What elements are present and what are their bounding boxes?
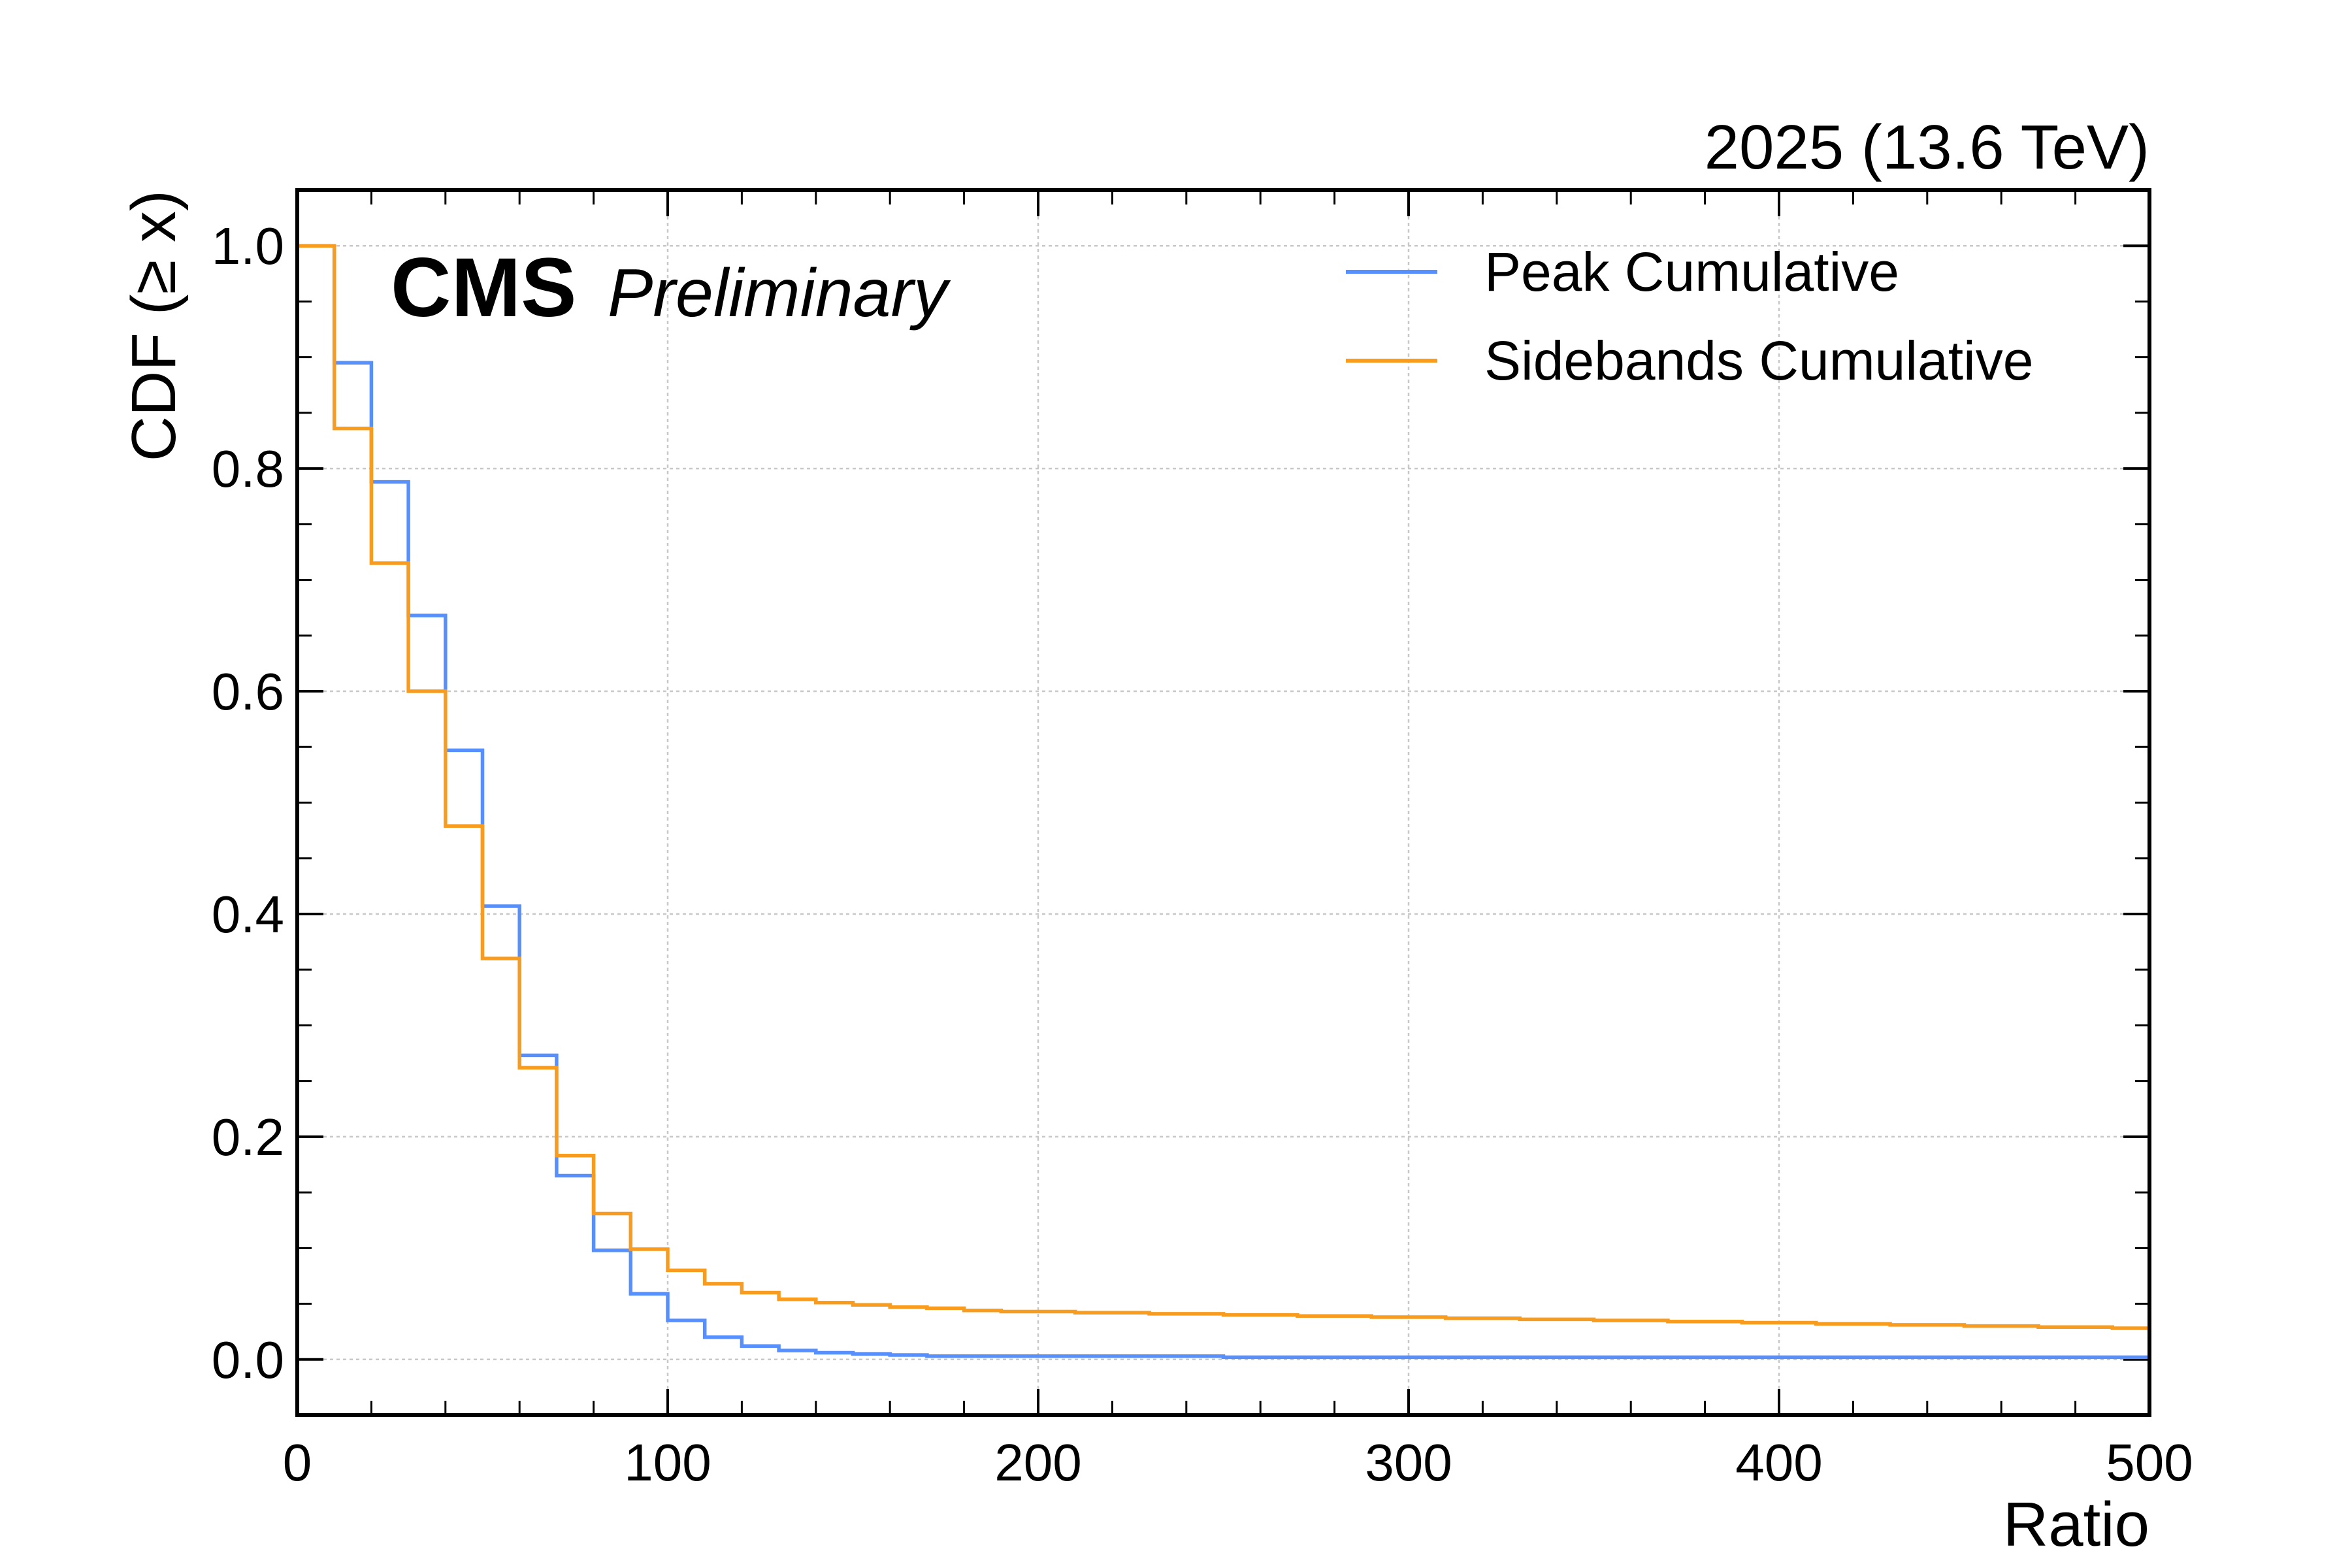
y-tick-label: 0.4 (212, 885, 284, 943)
lumi-label: 2025 (13.6 TeV) (1705, 112, 2149, 182)
x-tick-label: 500 (2106, 1433, 2193, 1492)
series-line-sidebands (297, 244, 2149, 1330)
plot-frame (295, 188, 2151, 1417)
x-tick-label: 100 (624, 1433, 711, 1492)
x-tick-label: 200 (994, 1433, 1081, 1492)
status-label: Preliminary (608, 255, 951, 331)
x-tick-label: 400 (1735, 1433, 1822, 1492)
axis-ticks (296, 190, 2151, 1416)
y-tick-label: 0.0 (212, 1331, 284, 1389)
x-axis-title: Ratio (2003, 1490, 2149, 1560)
y-axis-title: CDF (≥ x) (119, 190, 189, 461)
legend-label-peak: Peak Cumulative (1484, 241, 1899, 302)
x-tick-label: 300 (1365, 1433, 1452, 1492)
y-tick-label: 0.6 (212, 662, 284, 721)
grid (296, 190, 2151, 1415)
x-tick-label: 0 (283, 1433, 312, 1492)
y-tick-label: 0.8 (212, 440, 284, 498)
legend: Peak Cumulative Sidebands Cumulative (1346, 241, 2034, 391)
legend-label-sidebands: Sidebands Cumulative (1484, 330, 2034, 391)
series-line-peak (297, 244, 2149, 1360)
y-tick-label: 0.2 (212, 1108, 284, 1166)
experiment-label: CMS (391, 241, 576, 335)
tick-labels: 0 100 200 300 400 500 0.0 0.2 0.4 0.6 0.8 1.0 (212, 217, 2193, 1492)
y-tick-label: 1.0 (212, 217, 284, 275)
series-layer (297, 244, 2149, 1360)
